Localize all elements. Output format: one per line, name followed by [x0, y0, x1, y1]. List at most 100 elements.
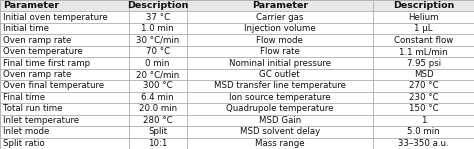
Text: Inlet temperature: Inlet temperature [3, 116, 79, 125]
Text: 20.0 min: 20.0 min [138, 104, 177, 113]
Bar [0, 69, 128, 80]
Bar [187, 103, 373, 115]
Bar [187, 92, 373, 103]
Bar [0, 126, 128, 138]
Text: Mass range: Mass range [255, 139, 305, 148]
Text: 270 °C: 270 °C [409, 82, 438, 90]
Text: Inlet mode: Inlet mode [3, 127, 49, 136]
Bar [373, 138, 474, 149]
Text: MSD Gain: MSD Gain [259, 116, 301, 125]
Text: 5.0 min: 5.0 min [407, 127, 440, 136]
Text: Injection volume: Injection volume [244, 24, 316, 33]
Bar [373, 126, 474, 138]
Text: Initial time: Initial time [3, 24, 49, 33]
Text: 1.1 mL/min: 1.1 mL/min [399, 47, 448, 56]
Text: MSD solvent delay: MSD solvent delay [240, 127, 320, 136]
Bar [128, 0, 187, 11]
Bar [373, 103, 474, 115]
Text: Carrier gas: Carrier gas [256, 13, 303, 22]
Text: MSD: MSD [414, 70, 433, 79]
Bar [128, 34, 187, 46]
Bar [128, 103, 187, 115]
Bar [128, 11, 187, 23]
Text: 10:1: 10:1 [148, 139, 167, 148]
Text: 7.95 psi: 7.95 psi [407, 59, 441, 67]
Bar [0, 11, 128, 23]
Bar [187, 57, 373, 69]
Bar [187, 46, 373, 57]
Bar [373, 57, 474, 69]
Bar [373, 11, 474, 23]
Text: 1 μL: 1 μL [414, 24, 433, 33]
Text: 37 °C: 37 °C [146, 13, 170, 22]
Bar [373, 23, 474, 34]
Bar [0, 138, 128, 149]
Bar [187, 80, 373, 92]
Text: 30 °C/min: 30 °C/min [136, 36, 179, 45]
Bar [187, 138, 373, 149]
Text: 33–350 a.u.: 33–350 a.u. [398, 139, 449, 148]
Bar [128, 138, 187, 149]
Text: Quadrupole temperature: Quadrupole temperature [226, 104, 334, 113]
Text: 150 °C: 150 °C [409, 104, 438, 113]
Bar [128, 57, 187, 69]
Text: 1: 1 [421, 116, 426, 125]
Text: Flow mode: Flow mode [256, 36, 303, 45]
Bar [0, 92, 128, 103]
Bar [0, 34, 128, 46]
Text: GC outlet: GC outlet [259, 70, 300, 79]
Text: Initial oven temperature: Initial oven temperature [3, 13, 108, 22]
Bar [0, 46, 128, 57]
Bar [187, 23, 373, 34]
Bar [128, 115, 187, 126]
Bar [373, 69, 474, 80]
Bar [187, 126, 373, 138]
Text: 70 °C: 70 °C [146, 47, 170, 56]
Bar [373, 115, 474, 126]
Bar [373, 92, 474, 103]
Bar [0, 23, 128, 34]
Text: Description: Description [393, 1, 454, 10]
Text: Split ratio: Split ratio [3, 139, 45, 148]
Bar [373, 34, 474, 46]
Text: 300 °C: 300 °C [143, 82, 173, 90]
Bar [0, 57, 128, 69]
Bar [0, 103, 128, 115]
Text: Description: Description [127, 1, 188, 10]
Bar [128, 126, 187, 138]
Text: Flow rate: Flow rate [260, 47, 300, 56]
Bar [128, 23, 187, 34]
Text: Constant flow: Constant flow [394, 36, 453, 45]
Text: Parameter: Parameter [3, 1, 59, 10]
Text: Ion source temperature: Ion source temperature [229, 93, 331, 102]
Text: Oven temperature: Oven temperature [3, 47, 82, 56]
Bar [128, 80, 187, 92]
Bar [0, 80, 128, 92]
Bar [128, 92, 187, 103]
Text: Oven final temperature: Oven final temperature [3, 82, 104, 90]
Text: MSD transfer line temperature: MSD transfer line temperature [214, 82, 346, 90]
Text: 0 min: 0 min [146, 59, 170, 67]
Text: Final time: Final time [3, 93, 45, 102]
Bar [128, 46, 187, 57]
Text: Final time first ramp: Final time first ramp [3, 59, 90, 67]
Bar [187, 69, 373, 80]
Bar [187, 11, 373, 23]
Text: Oven ramp rate: Oven ramp rate [3, 36, 71, 45]
Text: Split: Split [148, 127, 167, 136]
Bar [187, 0, 373, 11]
Text: 280 °C: 280 °C [143, 116, 173, 125]
Text: Helium: Helium [408, 13, 439, 22]
Text: 1.0 min: 1.0 min [141, 24, 174, 33]
Text: 6.4 min: 6.4 min [141, 93, 174, 102]
Bar [128, 69, 187, 80]
Text: Nominal initial pressure: Nominal initial pressure [229, 59, 331, 67]
Text: Total run time: Total run time [3, 104, 63, 113]
Text: Oven ramp rate: Oven ramp rate [3, 70, 71, 79]
Bar [373, 80, 474, 92]
Text: 20 °C/min: 20 °C/min [136, 70, 179, 79]
Bar [187, 34, 373, 46]
Bar [373, 0, 474, 11]
Bar [373, 46, 474, 57]
Bar [0, 115, 128, 126]
